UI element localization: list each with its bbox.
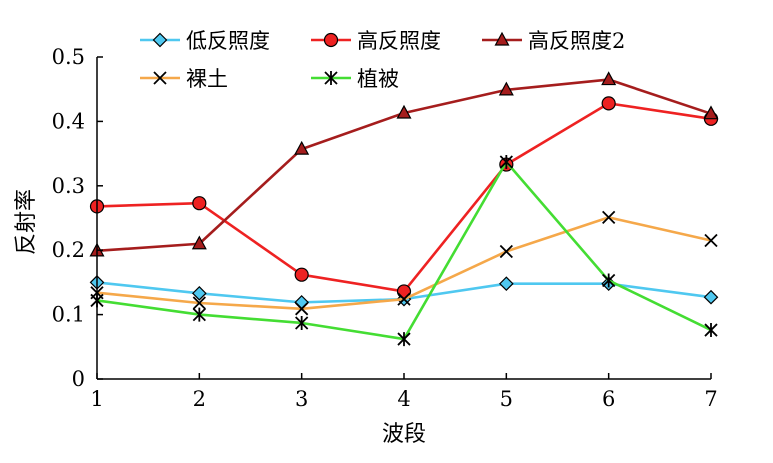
data-point (499, 154, 513, 169)
data-point (294, 140, 310, 155)
series-3 (89, 71, 719, 257)
y-axis-label: 反射率 (14, 189, 39, 255)
x-tick-label: 4 (397, 387, 410, 411)
data-point (192, 196, 207, 211)
data-point (294, 267, 309, 282)
data-point (703, 105, 719, 120)
legend-label: 裸土 (186, 67, 228, 91)
data-point (295, 302, 309, 316)
y-tick-label: 0.1 (52, 303, 85, 327)
data-point (602, 210, 616, 224)
data-point (295, 315, 309, 330)
legend-item-4: 裸土 (140, 67, 228, 91)
x-tick-label: 7 (704, 387, 717, 411)
y-tick-label: 0.3 (52, 174, 85, 198)
data-point (704, 323, 718, 338)
data-point (499, 244, 513, 259)
data-point (498, 81, 514, 96)
data-point (601, 96, 616, 111)
legend-item-3: 高反照度2 (482, 29, 625, 53)
legend-item-5: 植被 (311, 67, 399, 91)
data-point (192, 307, 206, 322)
x-tick-label: 1 (90, 387, 103, 411)
legend-label: 高反照度 (357, 29, 441, 53)
legend-swatch-marker (324, 71, 338, 85)
data-point (294, 295, 310, 310)
y-tick-label: 0 (72, 367, 85, 391)
data-point (191, 235, 207, 250)
series-line (96, 160, 712, 341)
x-tick-label: 5 (500, 387, 513, 411)
legend-item-1: 低反照度 (140, 29, 270, 53)
y-tick-label: 0.4 (52, 109, 85, 133)
data-point (498, 276, 514, 292)
data-point (397, 332, 411, 347)
data-point (191, 285, 207, 301)
series-line (96, 102, 712, 293)
legend-label: 高反照度2 (528, 29, 625, 53)
legend: 低反照度 高反照度 高反照度2 裸土 植被 (140, 29, 625, 91)
data-point (602, 273, 616, 288)
legend-swatch-marker (323, 32, 339, 48)
legend-label: 植被 (357, 67, 399, 91)
legend-swatch-marker (153, 71, 167, 85)
y-tick-label: 0.2 (52, 238, 85, 262)
y-tick-label: 0.5 (52, 45, 85, 69)
axes: 0 0.1 0.2 0.3 0.4 0.5 1 2 3 4 5 6 7 (52, 45, 718, 411)
x-axis-label: 波段 (382, 422, 426, 447)
series-4 (90, 210, 718, 316)
legend-swatch-marker (494, 31, 510, 46)
x-tick-label: 2 (193, 387, 206, 411)
legend-label: 低反照度 (186, 29, 270, 53)
data-point (601, 71, 617, 86)
legend-swatch-marker (152, 32, 168, 48)
legend-item-2: 高反照度 (311, 29, 441, 53)
plot-area (89, 71, 719, 347)
data-point (396, 104, 412, 119)
data-point (192, 296, 206, 310)
data-point (704, 233, 718, 248)
series-5 (90, 154, 718, 347)
series-2 (89, 96, 719, 299)
data-point (397, 292, 411, 306)
x-tick-label: 3 (295, 387, 308, 411)
x-tick-label: 6 (602, 387, 615, 411)
data-point (703, 289, 719, 305)
